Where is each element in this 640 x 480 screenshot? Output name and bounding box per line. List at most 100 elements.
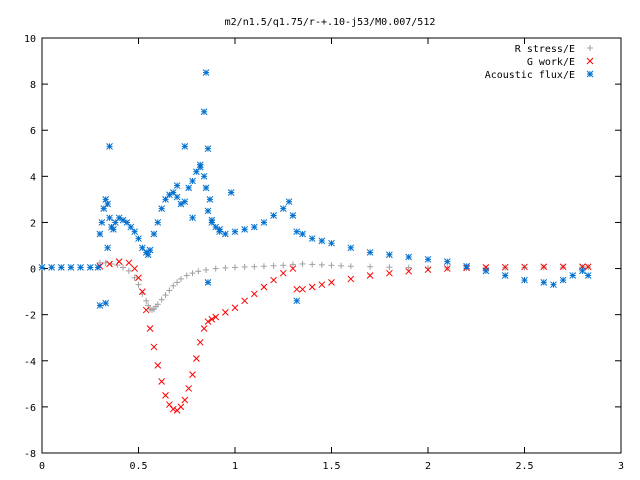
data-point bbox=[347, 263, 354, 270]
x-tick-label: 1 bbox=[232, 461, 238, 472]
y-tick-label: -2 bbox=[24, 311, 36, 322]
data-point bbox=[206, 196, 214, 203]
chart-title: m2/n1.5/q1.75/r-+.10-j53/M0.007/512 bbox=[225, 17, 436, 28]
data-point bbox=[146, 325, 154, 332]
data-point bbox=[521, 263, 528, 271]
y-tick-label: 10 bbox=[24, 34, 36, 45]
data-point bbox=[559, 263, 567, 271]
legend-marker bbox=[586, 70, 594, 78]
data-point bbox=[139, 288, 146, 295]
data-point bbox=[293, 228, 301, 236]
data-point bbox=[293, 297, 301, 305]
data-point bbox=[38, 264, 46, 271]
data-point bbox=[181, 396, 189, 404]
data-point bbox=[293, 285, 301, 293]
data-point bbox=[559, 276, 567, 284]
series-2 bbox=[96, 258, 592, 414]
data-point bbox=[424, 255, 432, 263]
data-point bbox=[501, 272, 509, 279]
data-point bbox=[181, 198, 189, 206]
data-point bbox=[195, 268, 202, 275]
x-tick-label: 2.5 bbox=[515, 461, 533, 472]
data-point bbox=[318, 281, 326, 289]
data-point bbox=[318, 261, 325, 268]
data-point bbox=[232, 264, 238, 271]
y-tick-label: 2 bbox=[30, 218, 36, 229]
data-point bbox=[260, 219, 268, 226]
data-point bbox=[106, 214, 113, 222]
data-point bbox=[183, 272, 190, 279]
y-tick-label: 4 bbox=[30, 172, 36, 183]
data-point bbox=[216, 226, 223, 233]
data-point bbox=[189, 371, 196, 378]
data-point bbox=[204, 207, 212, 215]
data-point bbox=[102, 259, 109, 266]
data-point bbox=[405, 253, 413, 261]
data-point bbox=[185, 385, 193, 392]
data-point bbox=[386, 269, 393, 277]
x-tick-label: 1.5 bbox=[322, 461, 340, 472]
data-point bbox=[139, 244, 146, 252]
data-point bbox=[154, 219, 162, 226]
data-point bbox=[131, 265, 138, 272]
legend-label: R stress/E bbox=[515, 44, 575, 55]
data-point bbox=[131, 228, 138, 236]
data-point bbox=[111, 219, 119, 226]
data-point bbox=[102, 299, 110, 307]
data-point bbox=[405, 264, 412, 271]
legend-marker bbox=[586, 57, 594, 65]
data-point bbox=[131, 274, 138, 281]
data-point bbox=[120, 264, 127, 271]
data-point bbox=[162, 292, 169, 299]
legend-label: Acoustic flux/E bbox=[485, 70, 575, 81]
data-point bbox=[521, 276, 528, 284]
data-point bbox=[150, 343, 158, 351]
data-point bbox=[104, 200, 111, 208]
data-point bbox=[338, 262, 345, 269]
data-point bbox=[231, 228, 239, 236]
data-point bbox=[166, 287, 173, 294]
legend: R stress/E G work/E Acoustic flux/E bbox=[485, 44, 594, 81]
data-point bbox=[260, 283, 268, 291]
data-point bbox=[328, 262, 335, 269]
data-point bbox=[463, 262, 470, 270]
data-point bbox=[169, 189, 177, 196]
data-point bbox=[227, 189, 235, 196]
data-point bbox=[98, 219, 106, 226]
x-tick-label: 3 bbox=[618, 461, 624, 472]
data-point bbox=[77, 264, 84, 271]
data-point bbox=[299, 285, 306, 293]
data-point bbox=[308, 235, 316, 242]
data-point bbox=[174, 279, 181, 286]
data-point bbox=[289, 265, 297, 272]
data-point bbox=[569, 272, 577, 279]
data-point bbox=[482, 267, 490, 275]
x-tick-label: 0.5 bbox=[129, 461, 147, 472]
data-point bbox=[424, 266, 432, 274]
data-point bbox=[67, 264, 75, 271]
data-point bbox=[166, 401, 173, 408]
data-point bbox=[270, 262, 277, 269]
data-point bbox=[200, 325, 208, 332]
data-point bbox=[212, 265, 219, 272]
data-point bbox=[158, 296, 165, 303]
data-point bbox=[193, 355, 200, 362]
data-point bbox=[540, 279, 548, 286]
data-point bbox=[170, 282, 177, 289]
data-point bbox=[289, 212, 297, 219]
data-point bbox=[285, 198, 293, 206]
data-point bbox=[96, 230, 104, 238]
data-point bbox=[146, 246, 154, 254]
data-point bbox=[100, 205, 108, 212]
data-point bbox=[203, 266, 210, 273]
data-point bbox=[154, 362, 162, 369]
data-point bbox=[443, 265, 451, 272]
data-point bbox=[189, 177, 196, 185]
x-tick-label: 2 bbox=[425, 461, 431, 472]
data-point bbox=[443, 258, 451, 265]
data-point bbox=[299, 260, 306, 267]
data-point bbox=[308, 283, 316, 291]
data-point bbox=[177, 403, 185, 411]
data-point bbox=[231, 304, 239, 312]
data-point bbox=[241, 226, 249, 233]
